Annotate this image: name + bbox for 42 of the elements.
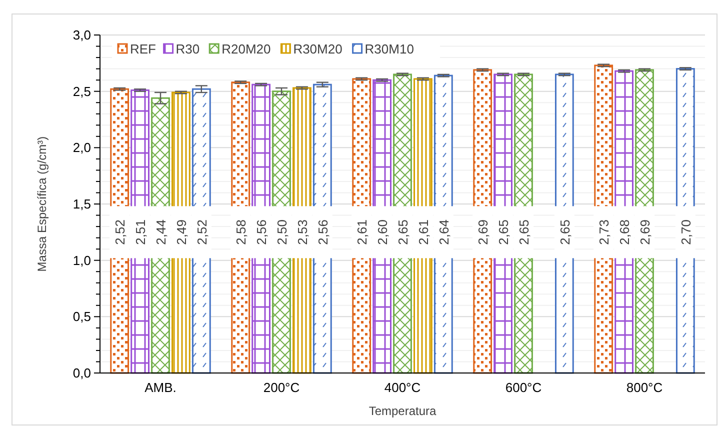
y-axis-title: Massa Específica (g/cm³)	[35, 136, 49, 272]
legend-label: R30M20	[293, 42, 342, 56]
data-label: 2,51	[133, 220, 148, 245]
data-label: 2,50	[274, 220, 290, 245]
x-tick-label: 800°C	[626, 380, 663, 395]
data-label: 2,65	[496, 220, 512, 245]
x-tick-label: 600°C	[505, 380, 542, 395]
x-tick-label: 200°C	[263, 380, 300, 395]
y-tick-label: 2,0	[72, 140, 91, 156]
data-label: 2,52	[112, 220, 128, 245]
data-label: 2,64	[436, 220, 452, 245]
legend-label: REF	[130, 42, 156, 56]
data-label: 2,69	[476, 220, 491, 245]
data-label: 2,49	[174, 220, 189, 245]
x-tick-label: AMB.	[144, 380, 176, 395]
data-label: 2,68	[617, 220, 632, 245]
y-tick-label: 1,0	[72, 252, 91, 268]
data-label: 2,65	[396, 220, 410, 245]
data-label: 2,69	[638, 220, 652, 245]
y-tick-label: 0,0	[72, 366, 91, 380]
y-tick-label: 1,5	[72, 196, 91, 212]
data-label: 2,56	[315, 220, 330, 245]
data-label: 2,70	[678, 220, 694, 245]
data-label: 2,73	[596, 220, 612, 245]
data-label: 2,61	[416, 220, 431, 245]
data-label: 2,44	[154, 220, 168, 245]
data-label: 2,61	[354, 220, 370, 245]
legend-label: R30M10	[364, 42, 414, 56]
y-tick-label: 2,5	[72, 84, 91, 99]
x-tick-label: 400°C	[384, 380, 421, 395]
data-label: 2,60	[375, 220, 390, 245]
data-label: 2,56	[254, 220, 270, 245]
data-label: 2,65	[557, 220, 572, 245]
y-tick-label: 0,5	[72, 309, 91, 324]
data-label: 2,52	[194, 220, 210, 245]
y-tick-label: 3,0	[72, 28, 91, 42]
data-label: 2,65	[516, 220, 532, 245]
legend-label: R20M20	[222, 42, 271, 56]
legend-label: R30	[176, 42, 200, 56]
x-axis-title: Temperatura	[368, 404, 437, 418]
data-label: 2,53	[294, 220, 310, 245]
data-label: 2,58	[234, 220, 249, 245]
